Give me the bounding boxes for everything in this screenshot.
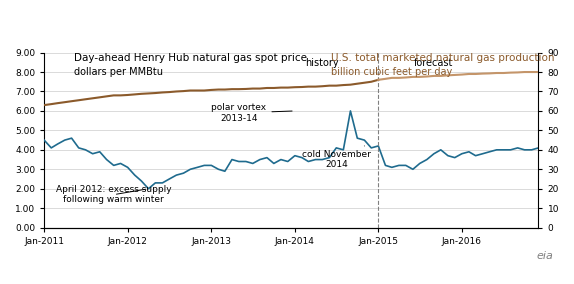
Text: Day-ahead Henry Hub natural gas spot price: Day-ahead Henry Hub natural gas spot pri… — [74, 53, 307, 62]
Text: history: history — [305, 58, 339, 68]
Text: billion cubic feet per day: billion cubic feet per day — [331, 66, 452, 77]
Text: dollars per MMBtu: dollars per MMBtu — [74, 66, 163, 77]
Text: polar vortex
2013-14: polar vortex 2013-14 — [211, 103, 292, 123]
Text: April 2012: excess supply
following warm winter: April 2012: excess supply following warm… — [56, 185, 172, 204]
Text: forecast: forecast — [414, 58, 453, 68]
Text: U.S. total marketed natural gas production: U.S. total marketed natural gas producti… — [331, 53, 554, 62]
Text: eia: eia — [537, 251, 553, 261]
Text: cold November
2014: cold November 2014 — [302, 146, 371, 169]
